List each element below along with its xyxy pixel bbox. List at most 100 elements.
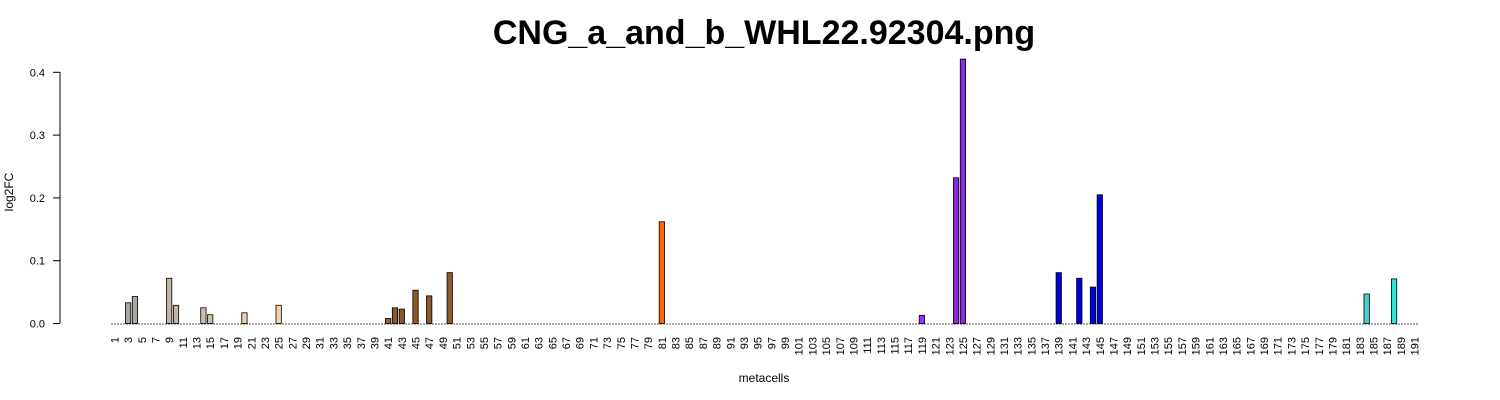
x-tick-label: 113 bbox=[876, 337, 888, 355]
x-tick-label: 115 bbox=[890, 337, 902, 355]
x-tick-label: 153 bbox=[1150, 337, 1162, 355]
x-tick-label: 95 bbox=[753, 337, 765, 349]
x-tick-label: 167 bbox=[1245, 337, 1257, 355]
bars bbox=[125, 58, 1398, 324]
x-tick-label: 177 bbox=[1314, 337, 1326, 355]
x-tick-label: 137 bbox=[1040, 337, 1052, 355]
x-tick-label: 3 bbox=[123, 337, 135, 343]
x-tick-label: 81 bbox=[657, 337, 669, 349]
x-tick-label: 31 bbox=[315, 337, 327, 349]
x-tick-label: 105 bbox=[821, 337, 833, 355]
x-tick-label: 69 bbox=[575, 337, 587, 349]
bar-metacell-43 bbox=[398, 308, 405, 324]
chart-title: CNG_a_and_b_WHL22.92304.png bbox=[493, 14, 1035, 52]
y-tick-label: 0.0 bbox=[30, 319, 45, 331]
bar-metacell-9 bbox=[166, 277, 173, 324]
x-tick-label: 71 bbox=[588, 337, 600, 349]
x-tick-label: 121 bbox=[931, 337, 943, 355]
x-tick-label: 87 bbox=[698, 337, 710, 349]
x-tick-label: 89 bbox=[712, 337, 724, 349]
x-tick-label: 1 bbox=[109, 337, 121, 343]
bar-metacell-10 bbox=[172, 304, 180, 324]
x-tick-label: 33 bbox=[328, 337, 340, 349]
x-tick-label: 109 bbox=[848, 337, 860, 355]
bar-metacell-144 bbox=[1089, 286, 1097, 324]
x-tick-label: 183 bbox=[1355, 337, 1367, 355]
x-tick-label: 53 bbox=[465, 337, 477, 349]
bar-metacell-50 bbox=[446, 272, 453, 324]
y-ticks: 0.0 0.1 0.2 0.3 0.4 bbox=[30, 67, 60, 331]
x-tick-label: 187 bbox=[1382, 337, 1394, 355]
x-tick-label: 107 bbox=[835, 337, 847, 355]
bar-metacell-119 bbox=[918, 314, 925, 324]
bar-metacell-4 bbox=[131, 296, 139, 324]
x-tick-label: 123 bbox=[944, 337, 956, 355]
y-axis-label: log2FC bbox=[2, 172, 16, 211]
bar-metacell-124 bbox=[953, 177, 960, 324]
x-tick-label: 139 bbox=[1054, 337, 1066, 355]
x-tick-label: 79 bbox=[643, 337, 655, 349]
x-tick-label: 47 bbox=[424, 337, 436, 349]
x-tick-label: 19 bbox=[233, 337, 245, 349]
bar-metacell-14 bbox=[200, 307, 207, 324]
bar-metacell-125 bbox=[959, 58, 967, 324]
x-tick-label: 93 bbox=[739, 337, 751, 349]
bar-metacell-142 bbox=[1076, 277, 1083, 324]
x-tick-label: 169 bbox=[1259, 337, 1271, 355]
x-tick-label: 165 bbox=[1232, 337, 1244, 355]
x-tick-label: 151 bbox=[1136, 337, 1148, 355]
bar-metacell-3 bbox=[125, 302, 132, 324]
x-tick-label: 55 bbox=[479, 337, 491, 349]
x-tick-label: 45 bbox=[411, 337, 423, 349]
x-tick-label: 43 bbox=[397, 337, 409, 349]
x-tick-label: 163 bbox=[1218, 337, 1230, 355]
x-tick-label: 65 bbox=[547, 337, 559, 349]
x-tick-label: 7 bbox=[150, 337, 162, 343]
x-tick-label: 101 bbox=[794, 337, 806, 355]
x-tick-label: 111 bbox=[862, 337, 874, 354]
x-tick-label: 61 bbox=[520, 337, 532, 349]
x-tick-label: 125 bbox=[958, 337, 970, 355]
x-tick-label: 51 bbox=[452, 337, 464, 349]
bar-metacell-45 bbox=[412, 289, 419, 324]
x-tick-label: 39 bbox=[369, 337, 381, 349]
x-tick-label: 191 bbox=[1410, 337, 1422, 355]
x-tick-label: 145 bbox=[1095, 337, 1107, 355]
bar-metacell-41 bbox=[385, 318, 392, 324]
y-tick-label: 0.2 bbox=[30, 193, 45, 205]
x-tick-label: 73 bbox=[602, 337, 614, 349]
x-tick-label: 15 bbox=[205, 337, 217, 349]
y-tick-label: 0.1 bbox=[30, 256, 45, 268]
bar-metacell-20 bbox=[241, 312, 248, 324]
x-tick-label: 143 bbox=[1081, 337, 1093, 355]
x-tick-label: 135 bbox=[1026, 337, 1038, 355]
x-tick-label: 59 bbox=[506, 337, 518, 349]
x-tick-label: 119 bbox=[917, 337, 929, 355]
bar-metacell-47 bbox=[426, 295, 433, 324]
x-tick-label: 67 bbox=[561, 337, 573, 349]
x-axis-label: metacells bbox=[739, 371, 790, 385]
x-tick-label: 27 bbox=[287, 337, 299, 349]
x-tick-label: 129 bbox=[985, 337, 997, 355]
x-tick-label: 173 bbox=[1286, 337, 1298, 355]
y-tick-label: 0.3 bbox=[30, 130, 45, 142]
x-tick-label: 85 bbox=[684, 337, 696, 349]
bar-metacell-184 bbox=[1363, 293, 1370, 324]
x-tick-label: 117 bbox=[903, 337, 915, 355]
x-tick-label: 75 bbox=[616, 337, 628, 349]
x-tick-label: 13 bbox=[192, 337, 204, 349]
x-tick-label: 181 bbox=[1341, 337, 1353, 355]
x-tick-label: 17 bbox=[219, 337, 231, 349]
x-tick-label: 5 bbox=[137, 337, 149, 343]
x-tick-label: 185 bbox=[1369, 337, 1381, 355]
x-tick-label: 11 bbox=[178, 337, 190, 348]
x-tick-label: 149 bbox=[1122, 337, 1134, 355]
bar-metacell-145 bbox=[1096, 194, 1103, 324]
x-tick-label: 21 bbox=[246, 337, 258, 349]
bar-metacell-188 bbox=[1390, 278, 1398, 324]
x-tick-label: 63 bbox=[534, 337, 546, 349]
x-tick-label: 175 bbox=[1300, 337, 1312, 355]
bar-metacell-25 bbox=[275, 304, 282, 324]
bar-metacell-15 bbox=[207, 314, 214, 324]
